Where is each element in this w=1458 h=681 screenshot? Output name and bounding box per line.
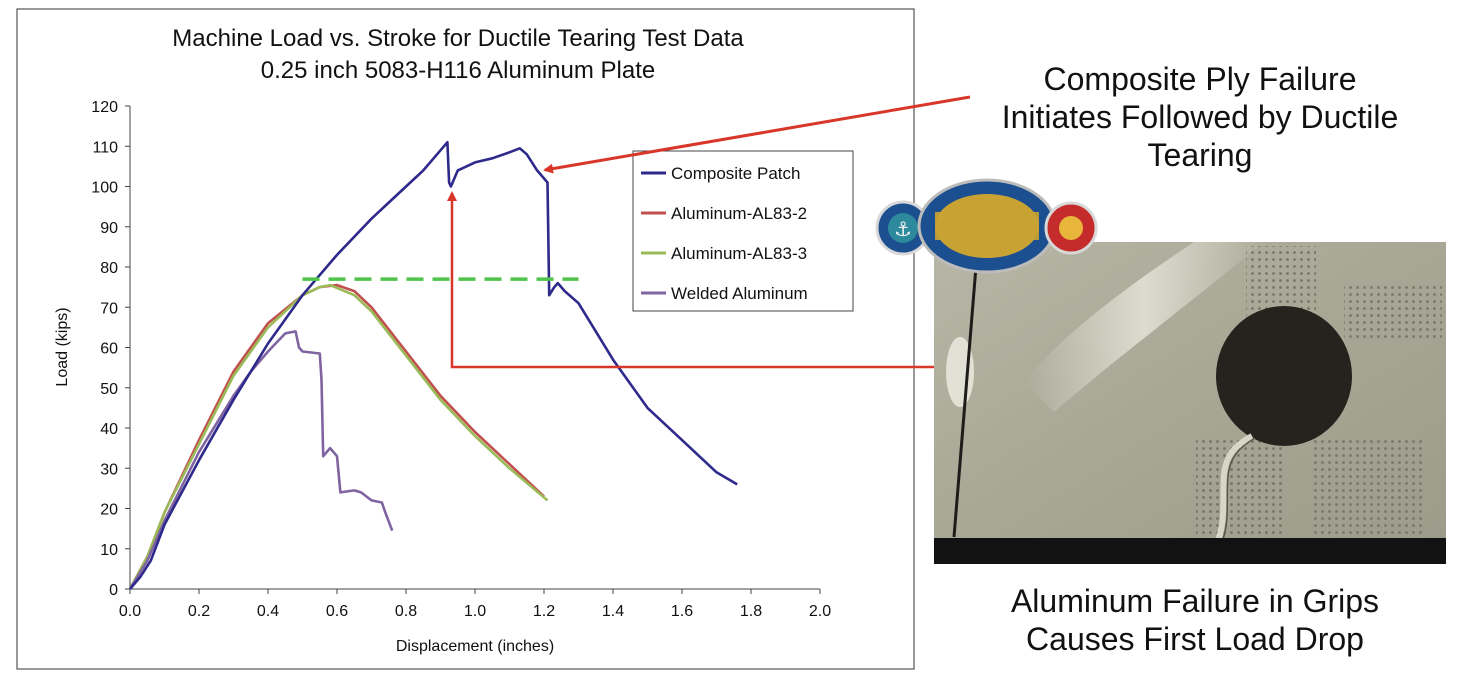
grip-failure-arrow <box>447 191 935 369</box>
light-reflection <box>1024 242 1264 412</box>
legend-label-aluminum-al83-3: Aluminum-AL83-3 <box>671 244 807 263</box>
x-tick-label: 1.8 <box>740 603 762 620</box>
y-tick-label: 50 <box>100 381 118 398</box>
y-tick-label: 90 <box>100 220 118 237</box>
legend-label-aluminum-al83-2: Aluminum-AL83-2 <box>671 204 807 223</box>
x-tick-label: 0.4 <box>257 603 279 620</box>
legend-item-aluminum-al83-2: Aluminum-AL83-2 <box>641 204 807 223</box>
dot-grid-bottom-left <box>1196 440 1286 535</box>
chart-title-line-2: 0.25 inch 5083-H116 Aluminum Plate <box>261 57 655 84</box>
y-tick-label: 30 <box>100 461 118 478</box>
ply-failure-arrow <box>543 95 971 174</box>
dot-grid-bottom-right <box>1312 438 1422 536</box>
chart-title-line-1: Machine Load vs. Stroke for Ductile Tear… <box>172 25 744 52</box>
dot-grid-right <box>1344 282 1442 342</box>
series-line-aluminum-al83-3 <box>128 283 549 590</box>
ply-failure-line-3: Tearing <box>1147 137 1253 173</box>
specimen-photo <box>934 242 1446 564</box>
y-tick-label: 120 <box>91 99 118 116</box>
legend-box <box>632 150 854 312</box>
y-tick-label: 100 <box>91 180 118 197</box>
x-tick-label: 0.6 <box>326 603 348 620</box>
y-tick-label: 80 <box>100 260 118 277</box>
series-line-composite-patch <box>129 140 738 590</box>
chart-frame <box>16 8 915 670</box>
navy-emblem-inner <box>888 213 918 243</box>
x-tick-label: 1.0 <box>464 603 486 620</box>
center-hole <box>1216 306 1352 446</box>
onr-logo: ⚓ <box>873 176 1101 276</box>
y-axis-label: Load (kips) <box>54 307 71 386</box>
onr-seal-band <box>935 212 1039 240</box>
y-tick-label: 10 <box>100 542 118 559</box>
legend-label-welded-aluminum: Welded Aluminum <box>671 284 808 303</box>
series-line-welded-aluminum <box>128 330 394 590</box>
legend-item-aluminum-al83-3: Aluminum-AL83-3 <box>641 244 807 263</box>
grip-failure-annotation: Aluminum Failure in Grips Causes First L… <box>945 582 1445 658</box>
tear-crack <box>1215 433 1254 542</box>
anchor-icon: ⚓ <box>894 217 912 241</box>
x-tick-label: 0.0 <box>119 603 141 620</box>
ply-failure-line-1: Composite Ply Failure <box>1043 61 1357 97</box>
grip-failure-line-1: Aluminum Failure in Grips <box>1010 583 1380 619</box>
x-axis-label: Displacement (inches) <box>396 638 554 655</box>
tear-crack-shadow <box>1221 437 1256 543</box>
legend-label-composite-patch: Composite Patch <box>671 164 800 183</box>
x-tick-label: 1.4 <box>602 603 624 620</box>
grip-bar <box>934 538 1446 564</box>
y-tick-label: 0 <box>109 582 118 599</box>
ply-failure-line-2: Initiates Followed by Ductile <box>1001 99 1399 135</box>
x-tick-label: 2.0 <box>809 603 831 620</box>
ply-failure-annotation: Composite Ply Failure Initiates Followed… <box>955 60 1445 174</box>
grip-edge-line <box>952 242 980 538</box>
y-tick-label: 40 <box>100 421 118 438</box>
y-tick-label: 70 <box>100 300 118 317</box>
y-tick-label: 110 <box>92 139 118 156</box>
marine-emblem-inner <box>1059 216 1083 240</box>
y-tick-label: 60 <box>100 341 118 358</box>
x-tick-label: 0.8 <box>395 603 417 620</box>
legend-item-welded-aluminum: Welded Aluminum <box>641 284 808 303</box>
grip-failure-line-2: Causes First Load Drop <box>1026 621 1364 657</box>
y-tick-label: 20 <box>100 502 118 519</box>
legend-item-composite-patch: Composite Patch <box>641 164 800 183</box>
x-tick-label: 1.6 <box>671 603 693 620</box>
x-tick-label: 0.2 <box>188 603 210 620</box>
x-tick-label: 1.2 <box>533 603 555 620</box>
